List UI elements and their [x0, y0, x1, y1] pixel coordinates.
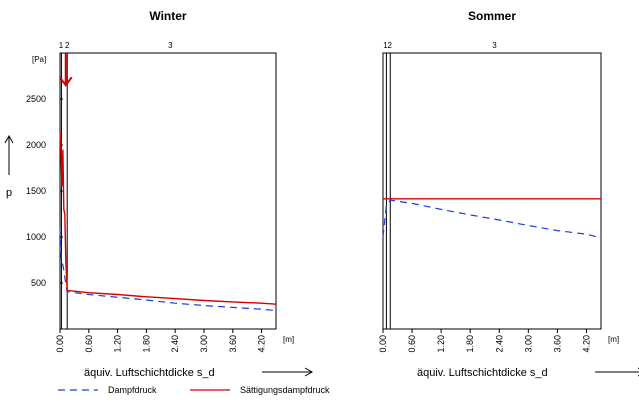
- sommer-x-tick-label: 2.40: [494, 335, 504, 353]
- winter-x-tick-label: 1.20: [113, 335, 123, 353]
- sommer-x-unit: [m]: [608, 335, 619, 344]
- winter-x-tick-label: 2.40: [170, 335, 180, 353]
- winter-x-axis-label: äquiv. Luftschichtdicke s_d: [84, 367, 215, 379]
- winter-x-unit: [m]: [283, 335, 294, 344]
- winter-y-axis-arrow-head: [4, 134, 14, 144]
- winter-x-tick-label: 1.80: [141, 335, 151, 353]
- sommer-layer-label-2: 2: [388, 41, 393, 50]
- winter-x-axis-arrow-head: [304, 367, 314, 377]
- sommer-x-tick-label: 0.00: [378, 335, 388, 353]
- winter-annotation-arrow-head: [58, 76, 73, 87]
- sommer-title: Sommer: [468, 9, 516, 23]
- legend-label-dampfdruck: Dampfdruck: [108, 385, 157, 395]
- winter-y-tick-label: 1000: [26, 232, 46, 242]
- sommer-x-tick-label: 3.60: [552, 335, 562, 353]
- winter-layer-label-3: 3: [168, 41, 173, 50]
- winter-title: Winter: [149, 9, 187, 23]
- sommer-layer-label-1: 1: [383, 41, 388, 50]
- sommer-x-axis-label: äquiv. Luftschichtdicke s_d: [417, 367, 548, 379]
- winter-layer-label-2: 2: [65, 41, 70, 50]
- winter-x-tick-label: 3.00: [199, 335, 209, 353]
- winter-y-axis-label: p: [6, 187, 12, 199]
- winter-y-tick-label: 1500: [26, 186, 46, 196]
- sommer-x-tick-label: 1.20: [436, 335, 446, 353]
- sommer-layer-label-3: 3: [492, 41, 497, 50]
- sommer-x-tick-label: 3.00: [523, 335, 533, 353]
- winter-y-tick-label: 2500: [26, 94, 46, 104]
- sommer-x-tick-label: 4.20: [581, 335, 591, 353]
- winter-x-tick-label: 3.60: [228, 335, 238, 353]
- sommer-series-dampfdruck-line: [382, 199, 602, 239]
- legend-label-saettigungsdampfdruck: Sättigungsdampfdruck: [240, 385, 330, 395]
- winter-x-tick-label: 0.60: [84, 335, 94, 353]
- winter-x-tick-label: 4.20: [257, 335, 267, 353]
- winter-layer-label-1: 1: [59, 41, 64, 50]
- winter-y-tick-label: 2000: [26, 140, 46, 150]
- sommer-x-tick-label: 0.60: [407, 335, 417, 353]
- winter-plot-frame: [59, 52, 277, 330]
- winter-series-saettigungsdampfdruck-line: [59, 131, 277, 305]
- winter-x-tick-label: 0.00: [55, 335, 65, 353]
- sommer-plot-frame: [382, 52, 602, 330]
- sommer-x-tick-label: 1.80: [465, 335, 475, 353]
- winter-y-unit: [Pa]: [32, 55, 46, 64]
- winter-series-dampfdruck-line: [59, 227, 277, 312]
- winter-y-tick-label: 500: [31, 278, 46, 288]
